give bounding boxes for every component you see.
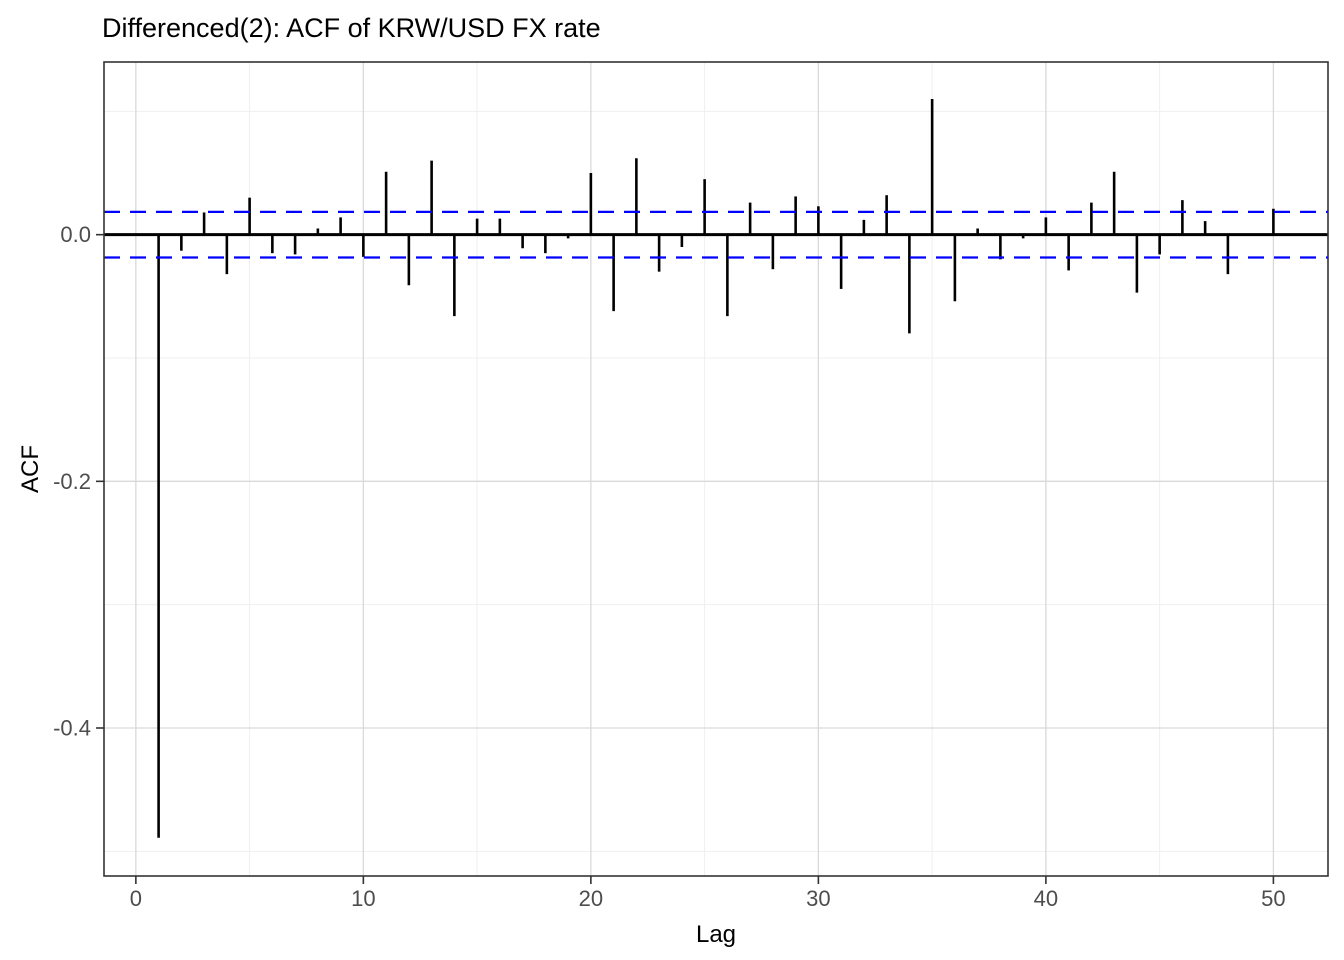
x-tick-label: 20 bbox=[579, 886, 603, 911]
x-tick-label: 40 bbox=[1034, 886, 1058, 911]
y-axis-title: ACF bbox=[17, 445, 44, 493]
plot-layers: 0 10 20 30 40 50 0.0 -0.2 -0.4 bbox=[53, 61, 1329, 911]
chart-title: Differenced(2): ACF of KRW/USD FX rate bbox=[102, 13, 601, 43]
panel-background bbox=[104, 62, 1328, 876]
y-tick-label: -0.2 bbox=[53, 469, 91, 494]
x-tick-label: 30 bbox=[806, 886, 830, 911]
y-tick-label: -0.4 bbox=[53, 716, 91, 741]
y-tick-label: 0.0 bbox=[60, 222, 91, 247]
x-axis-title: Lag bbox=[696, 921, 736, 948]
x-tick-label: 50 bbox=[1261, 886, 1285, 911]
panel-border bbox=[103, 61, 1329, 877]
x-tick-label: 0 bbox=[130, 886, 142, 911]
x-tick-label: 10 bbox=[351, 886, 375, 911]
